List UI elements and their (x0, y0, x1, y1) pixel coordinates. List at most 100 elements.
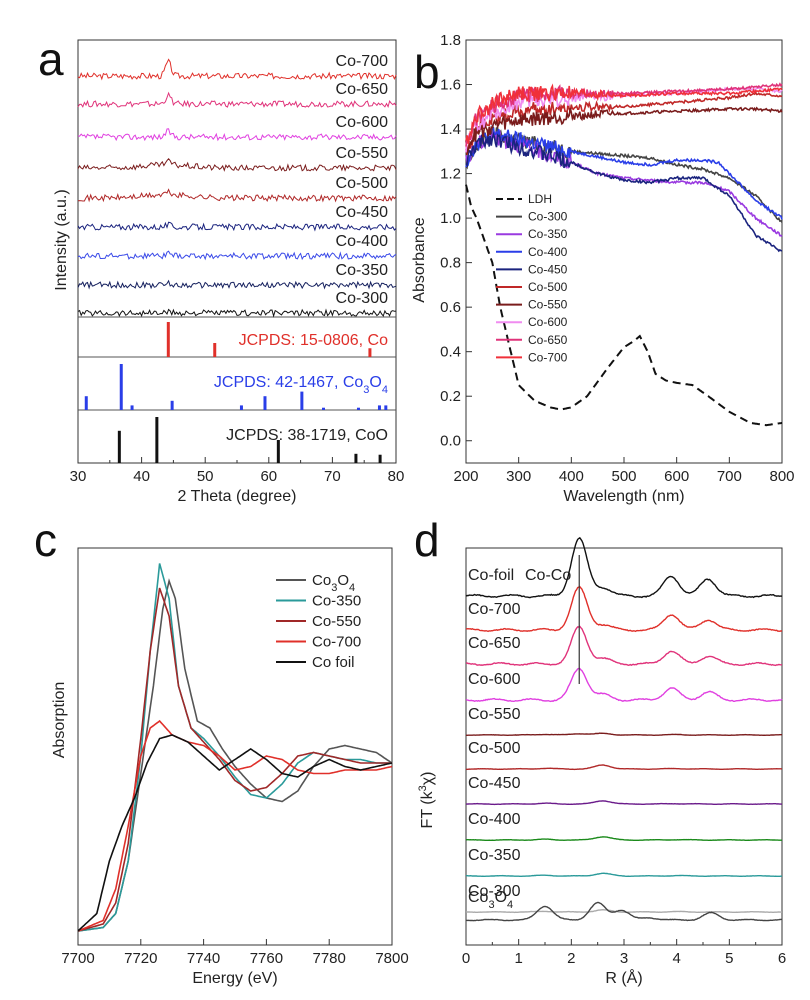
panel-d-xtick-label: 0 (462, 950, 470, 967)
panel-d-series-0 (465, 536, 783, 599)
panel-c-legend-label: Co foil (312, 654, 355, 671)
panel-d-series-9 (465, 908, 783, 914)
panel-b-series-co-300 (465, 125, 783, 223)
panel-d-series-label: Co3O4 (468, 889, 513, 911)
panel-b-ytick-label: 0.8 (440, 255, 461, 272)
panel-a-xtick-label: 60 (260, 468, 277, 485)
panel-d-series-label: Co-500 (468, 740, 521, 757)
panel-d-series-2 (465, 625, 782, 667)
panel-a-ref-label-coo: JCPDS: 38-1719, CoO (226, 427, 388, 444)
panel-b-series-ldh (465, 184, 783, 427)
panel-d-series-1 (466, 585, 783, 633)
panel-b-xtick-label: 500 (611, 468, 636, 485)
panel-a-series-co-700 (77, 58, 397, 81)
panel-a-xtick-label: 70 (324, 468, 341, 485)
panel-d-series-4 (465, 732, 782, 737)
panel-a-series-label: Co-400 (336, 233, 389, 250)
panel-d-xtick-label: 6 (778, 950, 786, 967)
panel-a-series-co-500 (77, 188, 397, 203)
panel-d-xtick-label: 2 (567, 950, 575, 967)
panel-d-series-label: Co-550 (468, 706, 521, 723)
panel-b-legend-label: Co-350 (528, 227, 568, 241)
panel-c-xtick-label: 7780 (313, 950, 346, 967)
panel-d-series-5 (465, 764, 783, 771)
panel-b-series-co-450 (465, 131, 783, 253)
panel-c-legend-label: Co3O4 (312, 572, 355, 594)
panel-a-series-co-550 (77, 158, 397, 172)
panel-d-label: d (414, 514, 440, 566)
panel-d-series-8 (466, 872, 782, 878)
panel-d: d 0 1 2 3 4 5 6 R (Å) FT (k3χ) Co-foil Co-700 Co-65… (414, 514, 786, 987)
panel-a-series-label: Co-350 (336, 262, 389, 279)
panel-d-series-label: Co-650 (468, 635, 521, 652)
panel-c-xtick-label: 7700 (61, 950, 94, 967)
panel-d-series-label: Co-600 (468, 671, 521, 688)
panel-c-xtick-label: 7800 (375, 950, 408, 967)
panel-a-ylabel: Intensity (a.u.) (53, 189, 70, 290)
panel-b-legend-label: Co-700 (528, 350, 568, 364)
panel-b-series-co-500 (465, 90, 783, 156)
panel-c-legend-label: Co-700 (312, 634, 361, 651)
panel-d-series-label: Co-300 (468, 883, 521, 900)
panel-b-xtick-label: 400 (559, 468, 584, 485)
panel-d-xlabel: R (Å) (605, 968, 642, 987)
panel-a-series-label: Co-600 (336, 114, 389, 131)
panel-b-xtick-label: 600 (664, 468, 689, 485)
panel-b-ytick-label: 1.8 (440, 32, 461, 49)
panel-a-series-label: Co-500 (336, 175, 389, 192)
panel-b-ytick-label: 1.2 (440, 166, 461, 183)
panel-c-xtick-label: 7720 (124, 950, 157, 967)
panel-a-xtick-label: 50 (197, 468, 214, 485)
panel-a-series-label: Co-700 (336, 53, 389, 70)
panel-c-series-3 (77, 719, 393, 932)
panel-a-series-label: Co-450 (336, 204, 389, 221)
panel-d-series-label: Co-foil (468, 567, 514, 584)
panel-a-xlabel: 2 Theta (degree) (178, 488, 297, 505)
panel-d-series-label: Co-700 (468, 601, 521, 618)
panel-c-ylabel: Absorption (51, 682, 68, 759)
panel-d-series-6 (466, 800, 783, 806)
panel-c-label: c (34, 514, 57, 566)
panel-a-series-co-450 (77, 221, 397, 232)
panel-c-xtick-label: 7760 (250, 950, 283, 967)
panel-b-legend-label: Co-500 (528, 280, 568, 294)
panel-b-ytick-label: 0.0 (440, 433, 461, 450)
panel-d-series-10 (465, 901, 783, 922)
panel-a-ref-label-co3o4: JCPDS: 42-1467, Co3O4 (214, 374, 388, 396)
panel-d-xtick-label: 3 (620, 950, 628, 967)
panel-c-frame (77, 547, 393, 946)
panel-b-xtick-label: 200 (453, 468, 478, 485)
panel-a-xtick-label: 30 (70, 468, 87, 485)
panel-b-legend-label: LDH (528, 192, 552, 206)
panel-c-xtick-label: 7740 (187, 950, 220, 967)
panel-b: b 200 300 400 500 600 700 800 0.0 0.2 0.4 0.6 0.8 1.… (411, 32, 795, 505)
panel-b-ytick-label: 1.4 (440, 121, 461, 138)
panel-d-series-label: Co-400 (468, 811, 521, 828)
panel-a-series-co-650 (77, 91, 397, 109)
panel-b-legend-label: Co-650 (528, 333, 568, 347)
panel-d-series-label: Co-350 (468, 847, 521, 864)
panel-a: a 30 40 50 60 70 80 2 Theta (degree) Intensity … (38, 33, 404, 505)
panel-c-series-4 (77, 734, 393, 932)
panel-d-series-label: Co-450 (468, 775, 521, 792)
panel-b-ylabel: Absorbance (411, 217, 428, 302)
panel-c: c 7700 7720 7740 7760 7780 7800 Energy (eV) Abs… (34, 514, 409, 987)
panel-a-series-co-600 (77, 128, 397, 142)
panel-a-ref-label-co: JCPDS: 15-0806, Co (239, 332, 389, 349)
panel-d-ylabel: FT (k3χ) (417, 772, 436, 829)
panel-b-label: b (414, 46, 440, 98)
panel-b-series-co-400 (465, 124, 783, 220)
panel-b-xlabel: Wavelength (nm) (563, 488, 684, 505)
panel-d-xtick-label: 4 (672, 950, 680, 967)
panel-a-series-label: Co-300 (336, 290, 389, 307)
panel-d-annotation: Co-Co (525, 567, 571, 584)
panel-d-series-3 (465, 667, 783, 703)
panel-b-series-co-350 (465, 130, 783, 238)
panel-a-xtick-label: 40 (133, 468, 150, 485)
panel-c-xlabel: Energy (eV) (192, 970, 277, 987)
panel-b-series-co-550 (465, 106, 783, 156)
panel-b-ytick-label: 1.6 (440, 77, 461, 94)
panel-b-legend-label: Co-550 (528, 298, 568, 312)
panel-a-label: a (38, 33, 64, 85)
